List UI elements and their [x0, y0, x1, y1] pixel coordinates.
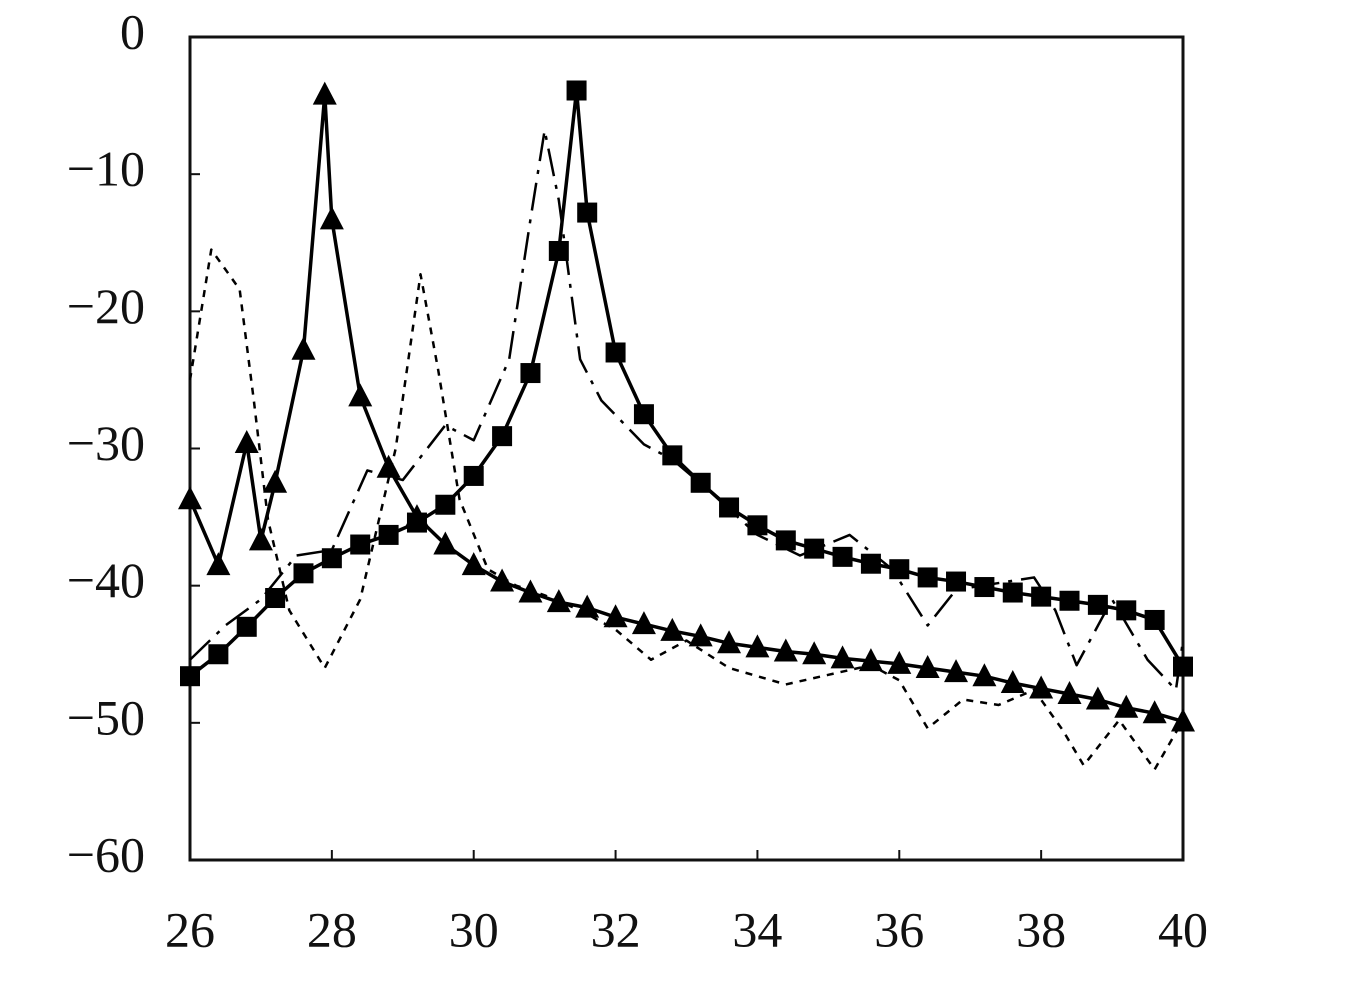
square-marker: [1002, 582, 1023, 603]
square-marker: [633, 404, 654, 425]
y-tick-label: −30: [67, 415, 145, 471]
triangle-marker: [631, 611, 656, 635]
plot-frame: [188, 35, 1185, 862]
square-marker: [747, 515, 768, 536]
triangle-marker: [263, 469, 288, 493]
square-marker: [492, 426, 513, 447]
triangle-marker: [348, 383, 373, 407]
square-marker: [889, 559, 910, 580]
triangle-marker: [745, 634, 770, 658]
triangle-marker: [1114, 694, 1139, 718]
triangle-marker: [1057, 681, 1082, 705]
triangle-marker: [518, 579, 543, 603]
y-tick-label: 0: [120, 3, 145, 59]
triangle-marker: [915, 654, 940, 678]
triangle-marker: [660, 617, 685, 641]
square-marker: [1087, 594, 1108, 615]
triangle-marker: [887, 650, 912, 674]
square-marker: [946, 571, 967, 592]
triangle-marker: [1000, 670, 1025, 694]
square-marker: [350, 534, 371, 555]
square-marker: [406, 512, 427, 533]
triangle-marker: [319, 206, 344, 230]
square-marker: [180, 666, 200, 687]
x-tick-label: 32: [591, 901, 641, 957]
square-marker: [1031, 586, 1052, 607]
y-tick-label: −40: [67, 552, 145, 608]
triangle-marker: [248, 527, 273, 551]
square-marker: [860, 553, 881, 574]
x-tick-label: 40: [1158, 901, 1208, 957]
triangle-marker: [178, 486, 202, 510]
square-marker: [577, 202, 598, 223]
square-marker: [435, 494, 456, 515]
square-marker: [917, 567, 938, 588]
triangle-marker: [717, 630, 742, 654]
square-marker: [520, 363, 541, 384]
square-marker: [974, 577, 995, 598]
y-tick-label: −50: [67, 689, 145, 745]
square-marker: [236, 616, 257, 637]
y-tick-label: −60: [67, 826, 145, 882]
square-marker: [208, 644, 229, 665]
triangle-marker: [575, 594, 600, 618]
square-marker: [775, 530, 796, 551]
triangle-marker: [1085, 686, 1110, 710]
square-marker: [566, 80, 587, 101]
square-marker: [378, 524, 399, 545]
triangle-marker: [291, 336, 316, 360]
square-marker: [1059, 590, 1080, 611]
square-marker: [321, 548, 342, 569]
triangle-marker: [376, 454, 401, 478]
y-tick-label: −10: [67, 141, 145, 197]
triangle-marker: [1142, 700, 1167, 724]
triangle-marker: [490, 568, 515, 592]
square-marker: [832, 546, 853, 567]
triangle-marker: [206, 552, 231, 576]
triangle-marker: [312, 81, 337, 105]
triangle-marker: [802, 641, 827, 665]
square-marker: [690, 472, 711, 493]
triangle-marker: [944, 659, 969, 683]
x-tick-label: 26: [165, 901, 215, 957]
square-marker: [605, 342, 626, 363]
series-line: [188, 248, 1185, 771]
triangle-marker: [830, 645, 855, 669]
square-marker: [463, 465, 484, 486]
square-marker: [719, 497, 740, 518]
square-marker: [804, 538, 825, 559]
square-marker: [548, 240, 569, 261]
x-tick-label: 36: [874, 901, 924, 957]
square-marker: [662, 445, 683, 466]
series-line: [188, 92, 1184, 724]
y-tick-label: −20: [67, 278, 145, 334]
x-tick-label: 28: [307, 901, 357, 957]
triangle-marker: [234, 430, 259, 454]
triangle-marker: [461, 552, 486, 576]
square-marker: [1144, 609, 1165, 630]
triangle-marker: [688, 623, 713, 647]
square-marker: [1173, 656, 1193, 677]
triangle-marker: [433, 531, 458, 555]
series-line: [189, 129, 1185, 692]
triangle-marker: [1029, 675, 1054, 699]
triangle-marker: [773, 638, 798, 662]
x-tick-label: 30: [449, 901, 499, 957]
square-marker: [293, 563, 314, 584]
x-tick-label: 34: [732, 901, 782, 957]
square-marker: [265, 588, 286, 609]
square-marker: [1116, 600, 1137, 621]
triangle-marker: [972, 663, 997, 687]
x-tick-label: 38: [1016, 901, 1066, 957]
triangle-marker: [858, 648, 883, 672]
triangle-marker: [603, 604, 628, 628]
triangle-marker: [546, 589, 571, 613]
triangle-marker: [1171, 708, 1195, 732]
